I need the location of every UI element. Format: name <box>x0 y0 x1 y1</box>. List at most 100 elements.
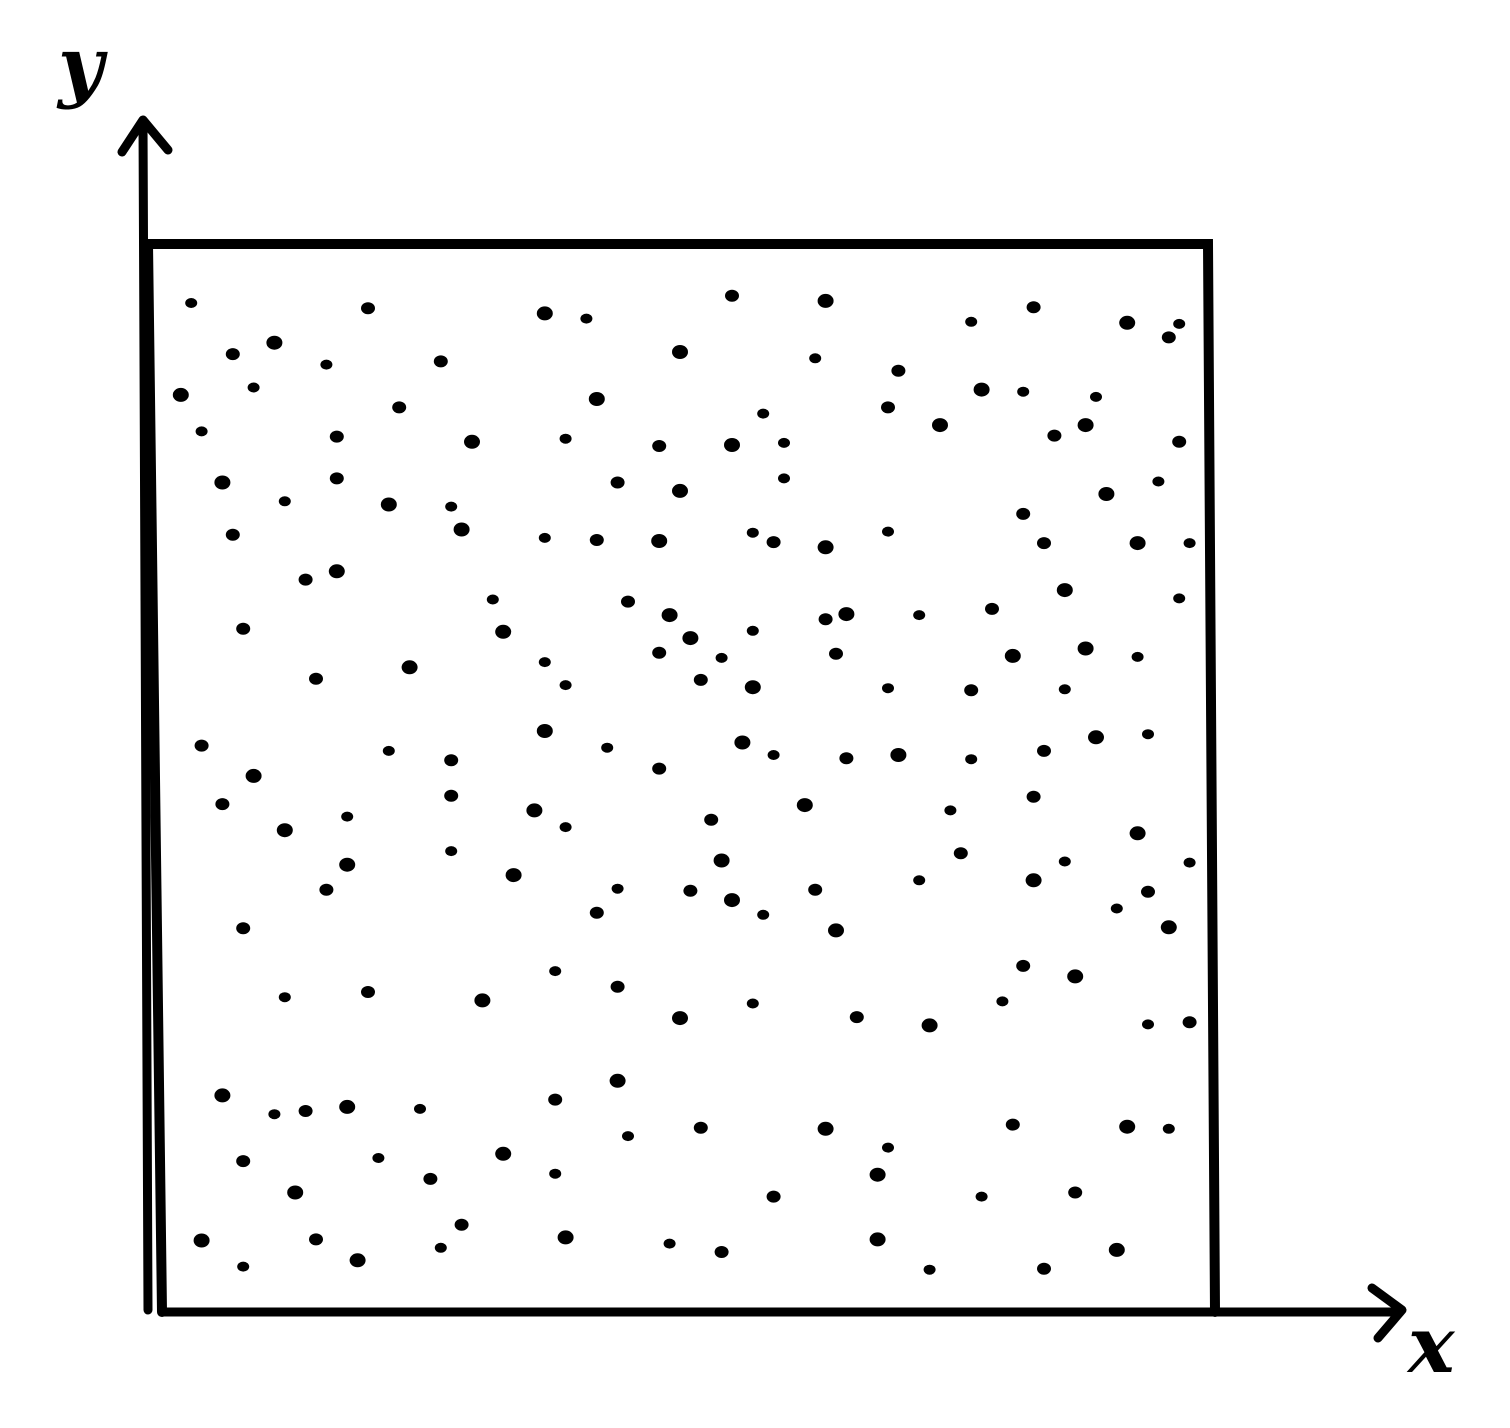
scatter-point <box>464 434 480 449</box>
scatter-point <box>559 433 572 444</box>
scatter-point <box>1017 386 1030 397</box>
scatter-point <box>1088 730 1104 745</box>
scatter-point <box>944 805 957 816</box>
scatter-point <box>505 868 522 883</box>
scatter-point <box>1129 536 1146 551</box>
scatter-point <box>278 496 291 507</box>
scatter-point <box>882 1142 894 1153</box>
scatter-point <box>278 992 291 1003</box>
scatter-point <box>1142 729 1154 740</box>
scatter-point <box>817 293 834 308</box>
scatter-point <box>339 1099 356 1114</box>
scatter-point <box>193 1233 210 1248</box>
scatter-point <box>329 430 344 443</box>
scatter-point <box>890 748 907 762</box>
scatter-point <box>985 602 999 615</box>
scatter-point <box>734 735 751 750</box>
scatter-point <box>1056 583 1073 598</box>
scatter-point <box>1090 391 1102 402</box>
scatter-point <box>298 573 313 586</box>
scatter-point <box>621 595 635 608</box>
scatter-point <box>185 298 198 308</box>
scatter-point <box>548 1093 563 1106</box>
scatter-point <box>818 613 833 626</box>
scatter-point <box>693 1121 708 1134</box>
scatter-point <box>1131 651 1144 662</box>
points-layer <box>172 289 1197 1275</box>
scatter-point <box>724 893 740 908</box>
x-axis-label: x <box>1406 1300 1456 1391</box>
scatter-point <box>693 673 708 686</box>
scatter-point <box>1077 418 1094 433</box>
scatter-point <box>849 1011 864 1024</box>
scatter-point <box>1058 856 1071 867</box>
scatter-point <box>1058 684 1071 695</box>
scatter-point <box>1098 487 1115 501</box>
scatter-point <box>361 302 375 315</box>
x-axis <box>157 1283 1407 1343</box>
scatter-point <box>953 847 968 860</box>
scatter-point <box>714 1246 729 1258</box>
scatter-point <box>589 534 604 546</box>
scatter-point <box>913 610 926 621</box>
scatter-point <box>1005 1118 1020 1131</box>
scatter-point <box>1119 1119 1136 1134</box>
scatter-point <box>266 335 283 350</box>
scatter-point <box>766 1190 781 1203</box>
scatter-point <box>881 401 895 414</box>
scatter-point <box>757 909 770 920</box>
scatter-point <box>964 684 979 697</box>
scatter-point <box>828 923 844 938</box>
scatter-point <box>652 646 667 659</box>
scatter-point <box>536 306 553 321</box>
scatter-point <box>891 364 906 377</box>
scatter-point <box>869 1232 886 1247</box>
scatter-point <box>341 811 354 822</box>
domain-box <box>143 239 1220 1317</box>
scatter-point <box>610 476 625 489</box>
scatter-point <box>1162 1123 1175 1134</box>
scatter-point <box>965 316 978 327</box>
scatter-point <box>746 527 759 538</box>
scatter-point <box>309 1233 323 1246</box>
scatter-point <box>444 754 459 767</box>
scatter-point <box>996 996 1009 1007</box>
scatter-point <box>382 745 395 756</box>
scatter-point <box>309 672 323 685</box>
scatter-point <box>601 742 614 753</box>
scatter-point <box>652 440 667 452</box>
scatter-point <box>474 993 491 1008</box>
scatter-point <box>559 822 572 833</box>
scatter-point <box>538 532 551 543</box>
scatter-point <box>453 522 470 537</box>
scatter-point <box>808 883 823 896</box>
scatter-point <box>434 1242 447 1253</box>
scatter-point <box>1141 885 1155 898</box>
scatter-point <box>1152 476 1165 487</box>
scatter-point <box>319 883 334 896</box>
scatter-point <box>1161 331 1176 344</box>
scatter-point <box>1037 537 1051 550</box>
scatter-point <box>433 355 448 368</box>
scatter-point <box>1037 1262 1051 1275</box>
scatter-point <box>869 1167 886 1182</box>
scatter-point <box>1025 873 1042 888</box>
scatter-point <box>767 750 780 760</box>
scatter-point <box>746 625 759 636</box>
scatter-point <box>589 906 604 919</box>
scatter-point <box>652 762 667 775</box>
scatter-point <box>746 998 759 1009</box>
scatter-point <box>1173 593 1186 604</box>
scatter-point <box>486 594 499 605</box>
scatter-point <box>454 1218 469 1231</box>
scatter-point <box>672 483 688 498</box>
scatter-point <box>1026 790 1041 803</box>
scatter-point <box>683 884 698 897</box>
scatter-point <box>611 883 624 894</box>
scatter-point <box>663 1238 676 1249</box>
scatter-point <box>923 1264 936 1275</box>
scatter-point <box>1182 1016 1197 1029</box>
scatter-point <box>172 387 189 402</box>
scatter-point <box>1183 538 1196 549</box>
scatter-point <box>236 622 251 635</box>
